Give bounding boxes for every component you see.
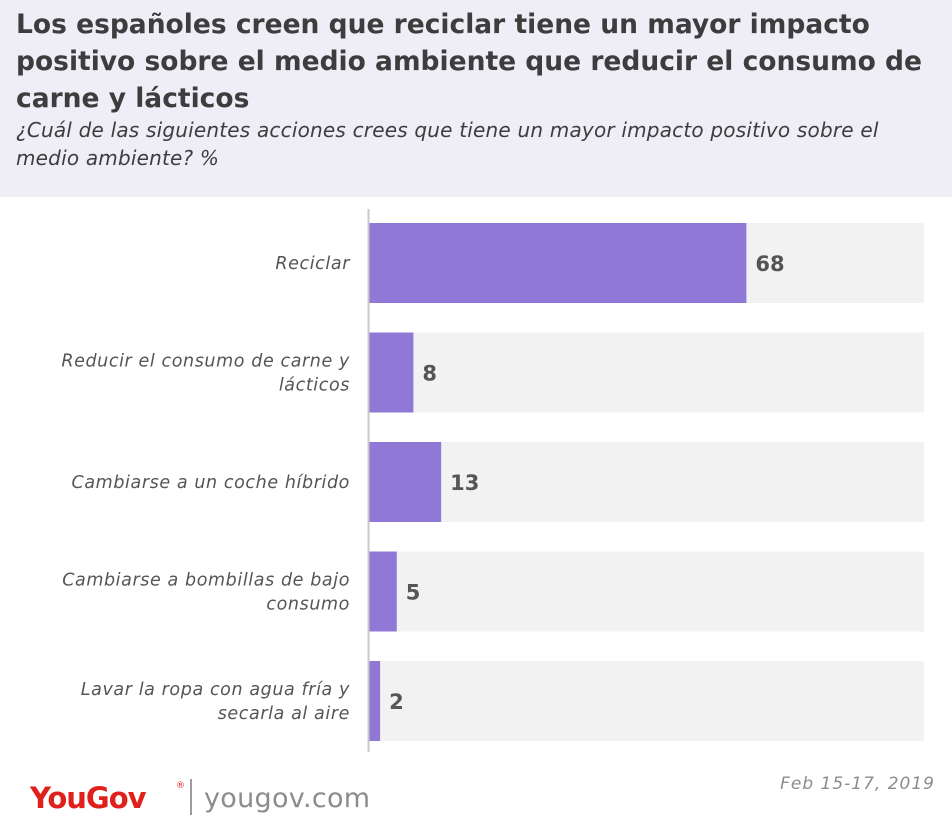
category-label: Reciclar — [275, 254, 351, 274]
bar — [369, 551, 397, 632]
footer-divider — [190, 779, 192, 815]
category-label: lácticos — [279, 376, 350, 396]
bar-track — [369, 332, 924, 413]
logo-wordmark: YouGov — [30, 781, 147, 815]
category-label: Cambiarse a un coche híbrido — [72, 473, 350, 493]
bar — [369, 661, 381, 741]
value-label: 2 — [389, 690, 404, 714]
value-label: 5 — [406, 581, 421, 605]
chart-subtitle: ¿Cuál de las siguientes acciones crees q… — [16, 118, 879, 170]
bar-track — [369, 661, 924, 741]
bar — [369, 442, 442, 522]
category-label: secarla al aire — [218, 704, 350, 724]
value-label: 8 — [422, 362, 437, 386]
category-label: consumo — [266, 595, 350, 615]
footer-url: yougov.com — [204, 783, 371, 814]
chart-title: Los españoles creen que reciclar tiene u… — [16, 9, 922, 114]
category-label: Cambiarse a bombillas de bajo — [62, 571, 350, 591]
category-label: Lavar la ropa con agua fría y — [81, 680, 350, 700]
bar-chart: 68 Reciclar 8 Reducir el consumo de carne y… — [61, 209, 924, 752]
value-label: 68 — [755, 252, 784, 276]
bar-track — [369, 551, 924, 632]
survey-date: Feb 15-17, 2019 — [780, 774, 935, 794]
header: Los españoles creen que reciclar tiene u… — [0, 0, 952, 197]
bar — [369, 332, 414, 413]
value-label: 13 — [450, 471, 479, 495]
bar — [369, 223, 747, 303]
bar-track — [369, 442, 924, 522]
registered-mark-icon: ® — [176, 781, 185, 791]
category-label: Reducir el consumo de carne y — [61, 352, 350, 372]
